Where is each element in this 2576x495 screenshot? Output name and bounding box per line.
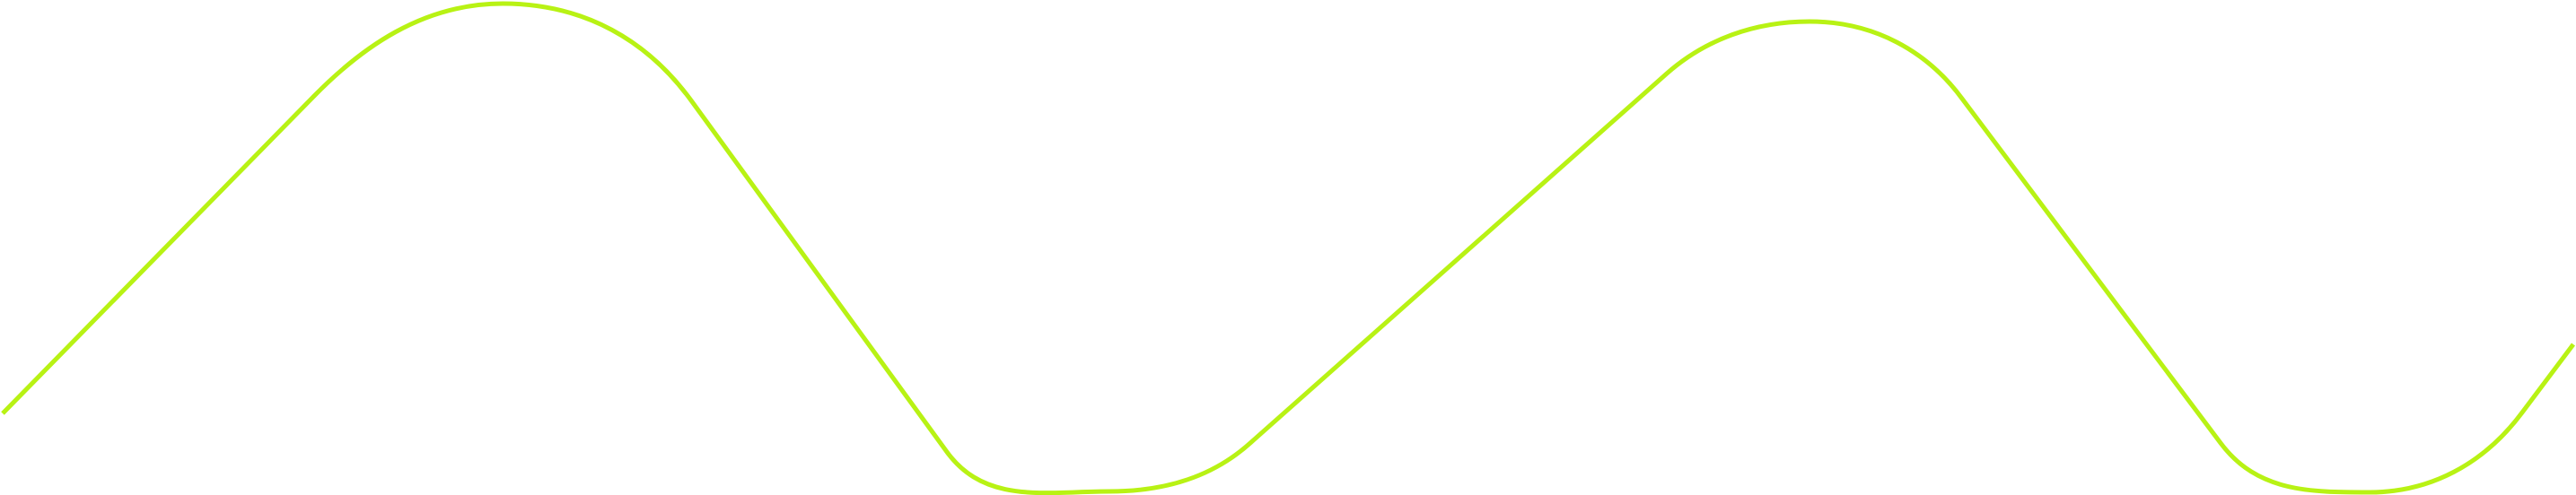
- decorative-wave-line: [1, 1, 2575, 495]
- decorative-canvas: [1, 1, 2575, 495]
- wave-stroke: [1, 1, 2575, 495]
